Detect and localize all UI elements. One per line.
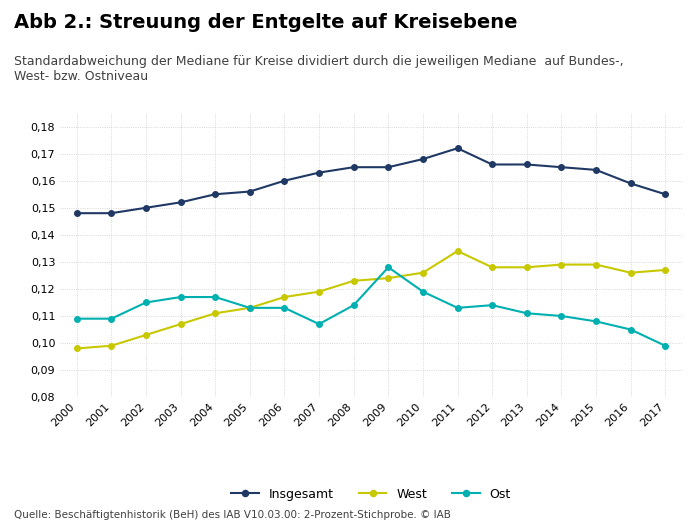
West <box>626 269 635 276</box>
West <box>488 264 496 270</box>
West <box>315 288 323 295</box>
Text: Standardabweichung der Mediane für Kreise dividiert durch die jeweiligen Mediane: Standardabweichung der Mediane für Kreis… <box>14 55 624 83</box>
Insgesamt <box>349 164 358 170</box>
Line: Ost: Ost <box>74 265 668 349</box>
Insgesamt <box>176 199 185 206</box>
Ost <box>142 299 150 306</box>
Line: West: West <box>74 248 668 351</box>
West <box>349 278 358 284</box>
West <box>661 267 669 273</box>
Ost <box>384 264 393 270</box>
West <box>176 321 185 327</box>
Ost <box>246 305 254 311</box>
Line: Insgesamt: Insgesamt <box>74 146 668 216</box>
Insgesamt <box>107 210 116 216</box>
West <box>384 275 393 281</box>
Insgesamt <box>592 167 600 173</box>
West <box>592 261 600 268</box>
Insgesamt <box>211 191 220 197</box>
Ost <box>107 316 116 322</box>
Ost <box>349 302 358 308</box>
Ost <box>73 316 81 322</box>
Ost <box>280 305 288 311</box>
Insgesamt <box>280 178 288 184</box>
Insgesamt <box>661 191 669 197</box>
Insgesamt <box>488 161 496 168</box>
Text: Abb 2.: Streuung der Entgelte auf Kreisebene: Abb 2.: Streuung der Entgelte auf Kreise… <box>14 13 517 32</box>
West <box>419 269 427 276</box>
Ost <box>661 342 669 349</box>
West <box>73 345 81 351</box>
Ost <box>419 288 427 295</box>
Ost <box>315 321 323 327</box>
Insgesamt <box>315 169 323 176</box>
Ost <box>626 326 635 332</box>
Insgesamt <box>142 205 150 211</box>
West <box>142 332 150 338</box>
Ost <box>211 294 220 300</box>
Ost <box>488 302 496 308</box>
West <box>454 248 462 254</box>
West <box>246 305 254 311</box>
Insgesamt <box>522 161 531 168</box>
Ost <box>522 310 531 317</box>
West <box>557 261 566 268</box>
West <box>211 310 220 317</box>
Insgesamt <box>246 188 254 195</box>
Legend: Insgesamt, West, Ost: Insgesamt, West, Ost <box>226 483 516 506</box>
West <box>107 342 116 349</box>
Ost <box>454 305 462 311</box>
West <box>280 294 288 300</box>
Text: Quelle: Beschäftigtenhistorik (BeH) des IAB V10.03.00: 2-Prozent-Stichprobe. © I: Quelle: Beschäftigtenhistorik (BeH) des … <box>14 510 451 520</box>
Insgesamt <box>384 164 393 170</box>
Insgesamt <box>419 156 427 162</box>
Ost <box>592 318 600 325</box>
Insgesamt <box>626 180 635 187</box>
Insgesamt <box>557 164 566 170</box>
Ost <box>176 294 185 300</box>
Insgesamt <box>73 210 81 216</box>
West <box>522 264 531 270</box>
Ost <box>557 313 566 319</box>
Insgesamt <box>454 145 462 151</box>
